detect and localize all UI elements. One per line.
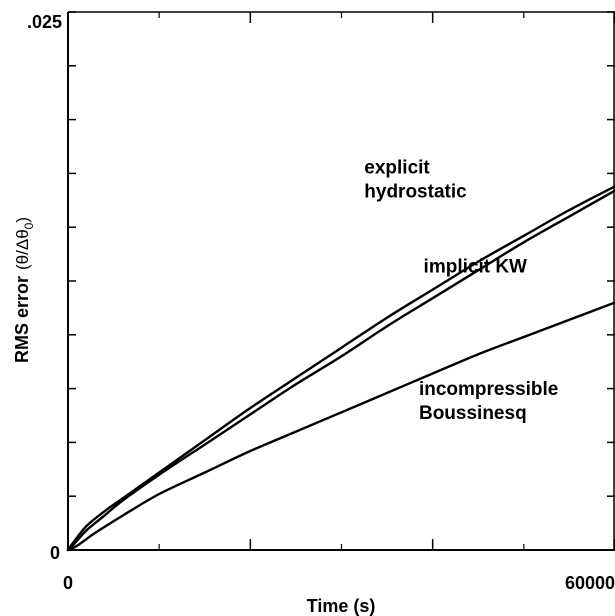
series-line-explicit [66, 185, 615, 552]
y-axis-label-unit-close: ) [13, 217, 32, 223]
annotation-1-line-0: implicit KW [424, 256, 528, 277]
series-line-implicit [66, 189, 615, 552]
annotation-0: explicit hydrostatic [364, 157, 467, 202]
y-axis-label-main: RMS error [12, 276, 32, 363]
annotations: explicit hydrostatic implicit KW incompress… [364, 157, 558, 424]
x-axis-ticks [67, 12, 615, 550]
y-axis-label: RMS error (θ/Δθ0) [12, 217, 36, 363]
annotation-2: incompressible Boussinesq [419, 379, 558, 424]
annotation-1: implicit KW [424, 256, 528, 277]
series-lines [66, 185, 615, 552]
y-tick-label-bottom: 0 [50, 543, 60, 563]
annotation-2-line-0: incompressible [419, 379, 558, 400]
x-axis-label: Time (s) [307, 596, 376, 616]
y-tick-label-top: .025 [27, 12, 62, 32]
x-tick-label-left: 0 [63, 573, 73, 593]
annotation-0-line-1: hydrostatic [364, 181, 467, 202]
annotation-0-line-0: explicit [364, 157, 430, 178]
x-tick-label-right: 60000 [565, 573, 615, 593]
series-line-boussinesq [66, 301, 615, 552]
y-axis-label-unit: (θ/Δθ [13, 229, 32, 270]
plot-frame [67, 11, 615, 551]
y-axis-label-unit-subscript: 0 [22, 222, 36, 229]
y-axis-ticks [68, 11, 615, 551]
annotation-2-line-1: Boussinesq [419, 403, 527, 424]
